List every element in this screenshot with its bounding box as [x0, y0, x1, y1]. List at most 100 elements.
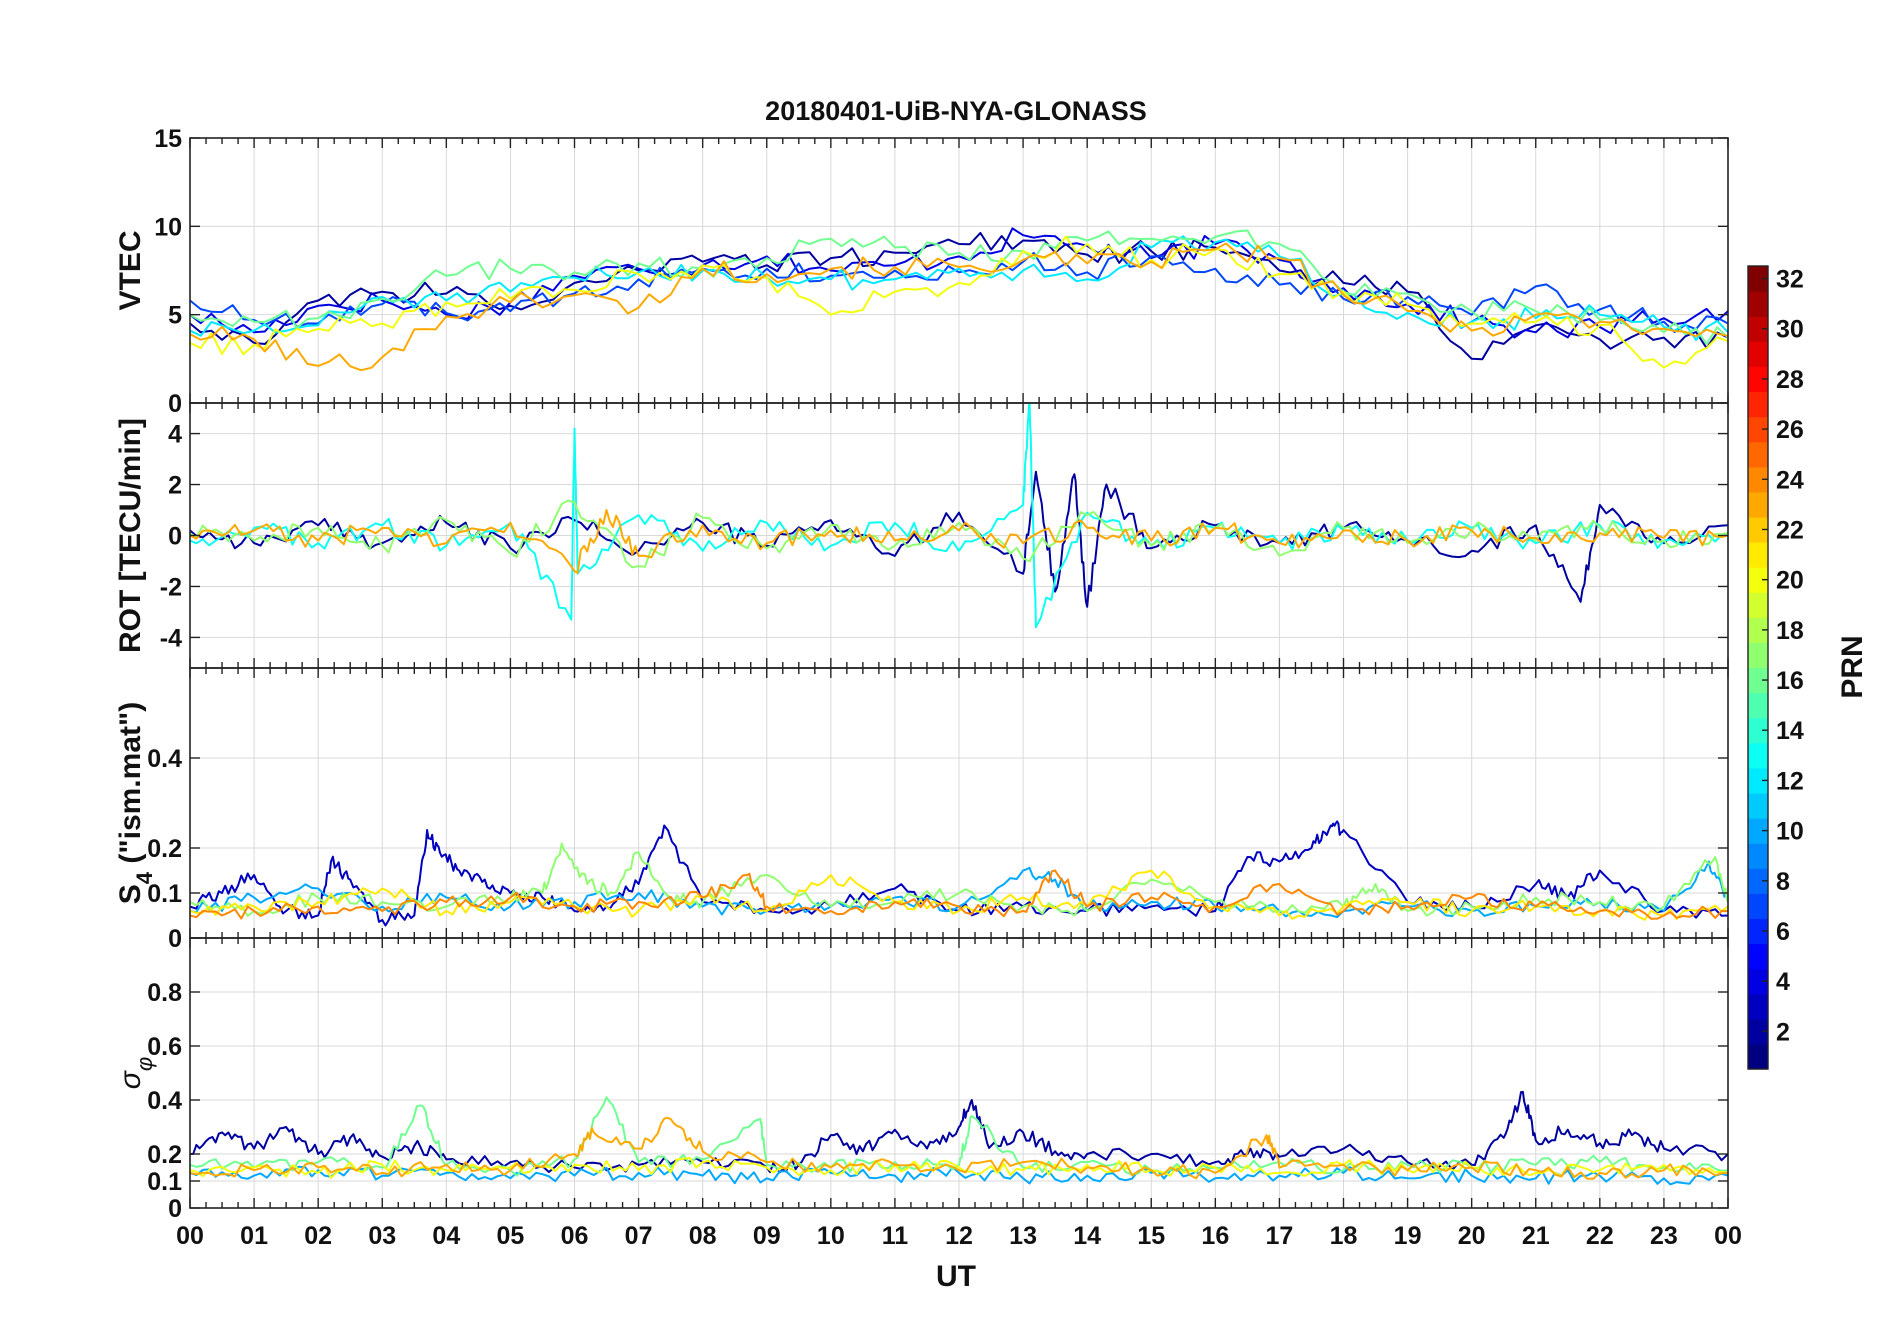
colorbar-swatch [1748, 792, 1768, 819]
colorbar-swatch [1748, 466, 1768, 493]
series-line-prn-2 [190, 470, 1728, 608]
colorbar-swatch [1748, 893, 1768, 920]
grid-s4 [189, 668, 1729, 939]
colorbar-tick-label: 28 [1776, 366, 1804, 394]
y-tick-label: 0.1 [147, 1168, 182, 1196]
y-tick-label: 0 [168, 390, 182, 418]
series-line-prn-7 [190, 251, 1728, 334]
y-tick-label: 0.4 [147, 745, 182, 773]
series-line-prn-10 [190, 1165, 1728, 1186]
x-tick-label: 02 [304, 1222, 332, 1250]
colorbar-swatch [1748, 491, 1768, 518]
panel-rot: -4 -2 0 2 4 ROT [TECU/min] [114, 402, 1729, 669]
colorbar-swatch [1748, 341, 1768, 367]
colorbar-swatch [1748, 742, 1768, 769]
colorbar-swatch [1748, 717, 1768, 744]
y-tick-label: -4 [160, 624, 182, 652]
y-tick-label: 0.2 [147, 835, 182, 863]
x-tick-label: 00 [176, 1222, 204, 1250]
y-tick-label: 0.8 [147, 979, 182, 1007]
colorbar-tick-label: 14 [1776, 717, 1804, 745]
chart-title: 20180401-UiB-NYA-GLONASS [765, 96, 1147, 126]
y-axis-label-sub: φ [132, 1057, 157, 1071]
y-tick-label: 0.2 [147, 1141, 182, 1169]
x-tick-label: 01 [240, 1222, 268, 1250]
colorbar-swatch [1748, 617, 1768, 644]
y-axis-label-vtec: VTEC [114, 230, 147, 310]
colorbar-swatch [1748, 592, 1768, 618]
x-tick-label: 03 [368, 1222, 396, 1250]
y-tick-label: 0.6 [147, 1033, 182, 1061]
series-line-prn-21 [190, 869, 1728, 921]
x-tick-label: 14 [1073, 1222, 1101, 1250]
colorbar-swatch [1748, 943, 1768, 970]
series-group-s4 [190, 820, 1728, 927]
colorbar-tick-label: 12 [1776, 767, 1804, 795]
grid-vtec [189, 137, 1729, 404]
colorbar-tick-label: 32 [1776, 266, 1804, 294]
x-tick-label: 00 [1714, 1222, 1742, 1250]
y-tick-label: 5 [168, 302, 182, 330]
x-tick-label: 18 [1330, 1222, 1358, 1250]
series-line-prn-16 [190, 1096, 1728, 1177]
x-tick-label: 04 [432, 1222, 460, 1250]
colorbar-tick-label: 2 [1776, 1018, 1790, 1046]
series-line-prn-2 [190, 1090, 1728, 1174]
y-axis-label-main: S [114, 884, 147, 904]
x-tick-label: 23 [1650, 1222, 1678, 1250]
colorbar-swatch [1748, 692, 1768, 719]
series-line-prn-23 [190, 242, 1728, 372]
colorbar-swatch [1748, 366, 1768, 393]
y-axis-label-main: σ [114, 1069, 147, 1089]
colorbar-swatch [1748, 516, 1768, 543]
colorbar-tick-label: 26 [1776, 416, 1804, 444]
series-line-prn-20 [190, 235, 1728, 369]
x-tick-label: 19 [1394, 1222, 1422, 1250]
panel-vtec: 0 5 10 15 VTEC [114, 125, 1729, 418]
y-axis-label-sigma_phi: σφ [114, 1057, 157, 1089]
x-tick-label: 20 [1458, 1222, 1486, 1250]
colorbar-frame [1747, 265, 1769, 1070]
colorbar-swatch [1748, 918, 1768, 945]
series-group-sigma_phi [190, 1090, 1728, 1186]
x-tick-label: 12 [945, 1222, 973, 1250]
colorbar-swatch [1748, 391, 1768, 418]
colorbar-swatch [1748, 642, 1768, 669]
y-tick-label: 0.1 [147, 880, 182, 908]
x-tick-label: 11 [882, 1222, 909, 1250]
colorbar-swatch [1748, 291, 1768, 317]
y-tick-label: 0.4 [147, 1087, 182, 1115]
series-line-prn-23 [190, 1116, 1728, 1180]
x-tick-label: 21 [1522, 1222, 1550, 1250]
colorbar-tick-label: 4 [1776, 968, 1790, 996]
grid-rot [189, 403, 1729, 668]
colorbar-swatch [1748, 767, 1768, 794]
colorbar-swatch [1748, 843, 1768, 869]
colorbar-tick-label: 10 [1776, 818, 1804, 846]
y-tick-label: 2 [168, 472, 182, 500]
series-line-prn-24 [190, 869, 1728, 920]
y-tick-label: 4 [168, 421, 182, 449]
colorbar-swatch [1748, 441, 1768, 468]
x-tick-label: 15 [1137, 1222, 1165, 1250]
x-tick-label: 07 [625, 1222, 653, 1250]
y-tick-label: 15 [154, 125, 182, 153]
series-line-prn-23 [190, 509, 1728, 574]
y-tick-label: 0 [168, 1195, 182, 1223]
y-axis-label-tail: ("ism.mat") [114, 702, 147, 872]
colorbar-swatch [1748, 968, 1768, 995]
x-tick-label: 13 [1009, 1222, 1037, 1250]
colorbar-tick-label: 22 [1776, 516, 1804, 544]
series-line-prn-12 [190, 235, 1728, 341]
colorbar-tick-label: 16 [1776, 667, 1804, 695]
colorbar-tick-label: 30 [1776, 316, 1804, 344]
colorbar-tick-label: 24 [1776, 466, 1804, 494]
x-axis: 00 01 02 03 04 05 06 07 08 09 10 11 12 13 14 15 16 17 18 19… [176, 1222, 1742, 1250]
x-axis-label: UT [936, 1260, 976, 1293]
colorbar-swatch [1748, 316, 1768, 342]
series-line-prn-10 [190, 860, 1728, 919]
y-axis-label-rot: ROT [TECU/min] [114, 418, 147, 653]
